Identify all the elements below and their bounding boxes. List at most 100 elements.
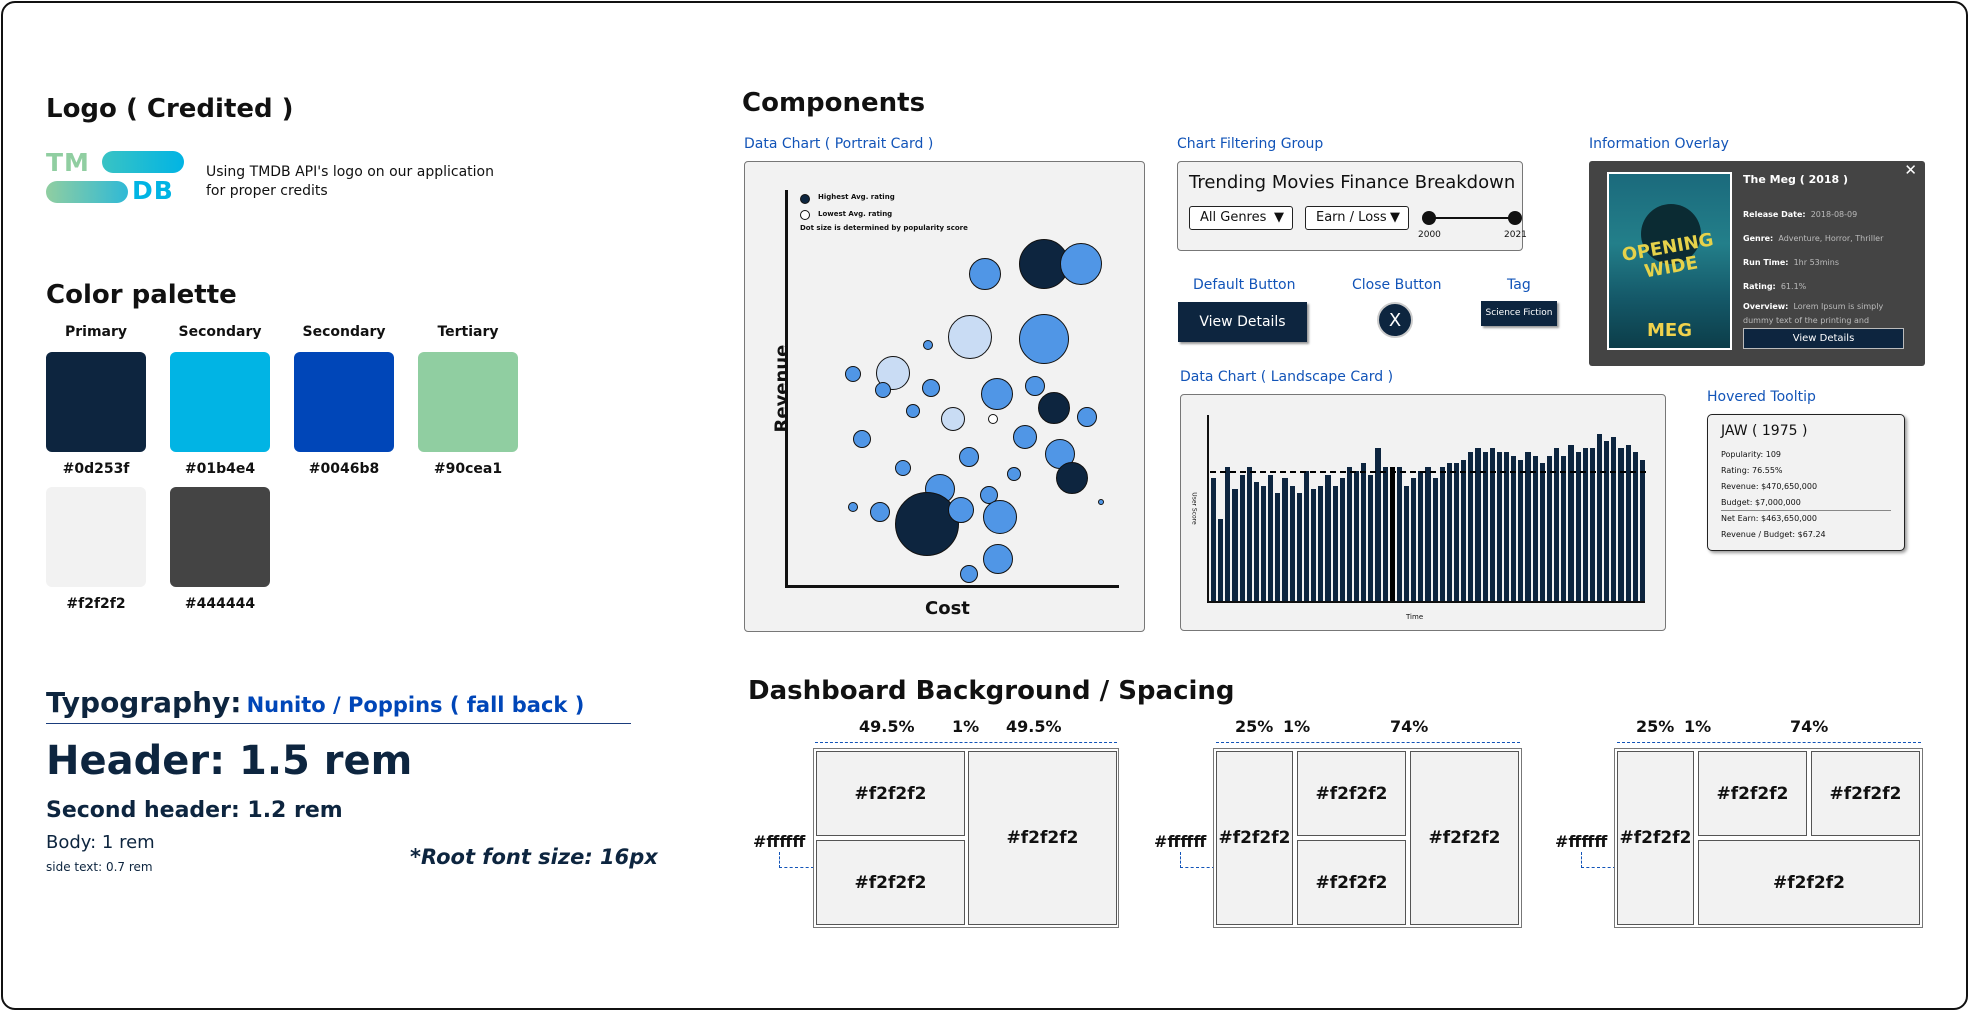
bar-mark[interactable] — [1239, 474, 1245, 601]
bar-mark[interactable] — [1325, 474, 1331, 601]
metric-dropdown[interactable]: Earn / Loss ▼ — [1305, 206, 1409, 230]
overlay-view-details-button[interactable]: View Details — [1743, 328, 1904, 349]
bar-mark[interactable] — [1461, 459, 1467, 601]
bar-mark[interactable] — [1439, 467, 1445, 601]
bar-mark[interactable] — [1611, 437, 1617, 601]
bubble-dot[interactable] — [981, 378, 1013, 410]
bar-mark[interactable] — [1446, 463, 1452, 601]
bar-mark[interactable] — [1632, 452, 1638, 601]
bubble-dot[interactable] — [1077, 407, 1097, 427]
bar-mark[interactable] — [1539, 463, 1545, 601]
bar-mark[interactable] — [1489, 448, 1495, 601]
bar-mark[interactable] — [1232, 489, 1238, 601]
bubble-dot[interactable] — [895, 460, 911, 476]
bubble-dot[interactable] — [848, 502, 858, 512]
bar-mark[interactable] — [1403, 485, 1410, 601]
bar-mark[interactable] — [1625, 444, 1631, 601]
bar-mark[interactable] — [1546, 455, 1553, 601]
bubble-dot[interactable] — [853, 430, 871, 448]
bar-mark[interactable] — [1518, 459, 1524, 601]
bar-mark[interactable] — [1496, 452, 1503, 601]
bar-mark[interactable] — [1275, 493, 1281, 601]
year-slider-track[interactable] — [1428, 217, 1513, 219]
bubble-dot[interactable] — [948, 497, 974, 523]
bubble-dot[interactable] — [923, 340, 933, 350]
bubble-dot[interactable] — [922, 379, 940, 397]
bar-mark[interactable] — [1554, 448, 1560, 601]
bar-mark[interactable] — [1432, 478, 1438, 601]
bar-mark[interactable] — [1618, 448, 1624, 601]
genre-tag[interactable]: Science Fiction — [1481, 301, 1557, 326]
bar-mark[interactable] — [1361, 463, 1367, 601]
bar-mark[interactable] — [1511, 455, 1517, 601]
bar-mark[interactable] — [1525, 452, 1531, 601]
bar-mark[interactable] — [1532, 455, 1538, 601]
bubble-dot[interactable] — [969, 258, 1001, 290]
year-slider-start-handle[interactable] — [1422, 211, 1436, 225]
bar-mark[interactable] — [1575, 452, 1581, 601]
bubble-dot[interactable] — [960, 565, 978, 583]
bubble-dot[interactable] — [895, 492, 959, 556]
bubble-dot[interactable] — [941, 407, 965, 431]
bar-mark[interactable] — [1389, 467, 1395, 601]
bar-mark[interactable] — [1311, 489, 1317, 601]
bar-mark[interactable] — [1468, 452, 1474, 601]
bar-mark[interactable] — [1411, 478, 1417, 601]
bubble-dot[interactable] — [906, 404, 920, 418]
bubble-dot[interactable] — [1056, 462, 1088, 494]
bar-mark[interactable] — [1303, 470, 1310, 601]
bar-mark[interactable] — [1368, 474, 1374, 601]
bar-mark[interactable] — [1253, 481, 1260, 601]
bar-mark[interactable] — [1639, 459, 1645, 601]
bubble-dot[interactable] — [959, 447, 979, 467]
bar-mark[interactable] — [1561, 455, 1567, 601]
bar-mark[interactable] — [1589, 448, 1595, 601]
bar-mark[interactable] — [1289, 485, 1295, 601]
bubble-dot[interactable] — [1007, 467, 1021, 481]
bar-mark[interactable] — [1604, 441, 1610, 601]
bubble-dot[interactable] — [983, 500, 1017, 534]
bar-mark[interactable] — [1475, 448, 1481, 601]
genre-dropdown[interactable]: All Genres ▼ — [1189, 206, 1293, 230]
bubble-dot[interactable] — [1025, 376, 1045, 396]
bar-mark[interactable] — [1346, 467, 1352, 601]
bubble-dot[interactable] — [1060, 243, 1102, 285]
bar-mark[interactable] — [1504, 452, 1510, 601]
bubble-dot[interactable] — [983, 544, 1013, 574]
bar-mark[interactable] — [1218, 519, 1224, 601]
bar-mark[interactable] — [1425, 467, 1431, 601]
bar-mark[interactable] — [1396, 467, 1402, 601]
bar-mark[interactable] — [1211, 478, 1217, 601]
bar-mark[interactable] — [1282, 478, 1288, 601]
bar-mark[interactable] — [1382, 467, 1388, 601]
bar-mark[interactable] — [1246, 467, 1252, 601]
bar-mark[interactable] — [1332, 485, 1338, 601]
bar-mark[interactable] — [1225, 467, 1231, 601]
bubble-dot[interactable] — [870, 502, 890, 522]
bubble-dot[interactable] — [1019, 314, 1069, 364]
bubble-dot[interactable] — [988, 414, 998, 424]
bubble-dot[interactable] — [1038, 392, 1070, 424]
bar-mark[interactable] — [1339, 478, 1345, 601]
close-button[interactable]: X — [1377, 302, 1413, 338]
bar-mark[interactable] — [1582, 448, 1588, 601]
bar-mark[interactable] — [1596, 433, 1603, 601]
bar-mark[interactable] — [1454, 463, 1460, 601]
bar-mark[interactable] — [1375, 448, 1381, 601]
bar-mark[interactable] — [1353, 470, 1360, 601]
view-details-button[interactable]: View Details — [1178, 302, 1307, 342]
bubble-dot[interactable] — [948, 315, 992, 359]
bubble-dot[interactable] — [875, 382, 891, 398]
bar-mark[interactable] — [1482, 452, 1488, 601]
bar-mark[interactable] — [1261, 485, 1267, 601]
bar-mark[interactable] — [1568, 444, 1574, 601]
bar-mark[interactable] — [1318, 485, 1324, 601]
bar-mark[interactable] — [1418, 470, 1424, 601]
bubble-dot[interactable] — [1013, 425, 1037, 449]
bubble-dot[interactable] — [1098, 499, 1104, 505]
bar-mark[interactable] — [1268, 474, 1274, 601]
overlay-close-icon[interactable]: ✕ — [1904, 161, 1917, 179]
bar-mark[interactable] — [1296, 493, 1302, 601]
year-slider-end-handle[interactable] — [1508, 211, 1522, 225]
bubble-dot[interactable] — [845, 366, 861, 382]
